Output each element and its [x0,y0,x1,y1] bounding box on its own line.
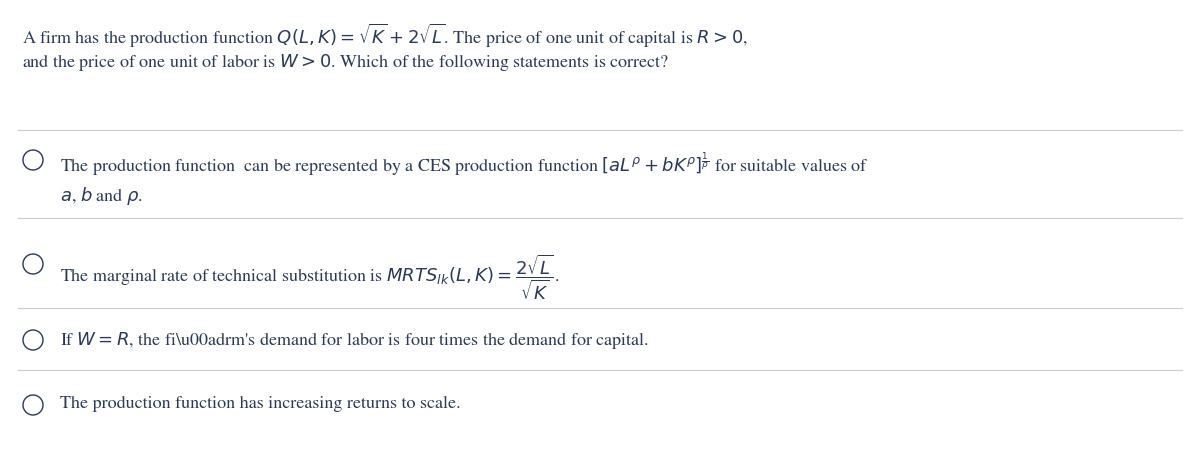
Text: and the price of one unit of labor is $W > 0$. Which of the following statements: and the price of one unit of labor is $W… [22,52,670,73]
Text: $a$, $b$ and $\rho$.: $a$, $b$ and $\rho$. [60,185,143,207]
Text: The marginal rate of technical substitution is $MRTS_{lk}(L, K) = \dfrac{2\sqrt{: The marginal rate of technical substitut… [60,252,559,302]
Text: If $W = R$, the fi\u00adrm's demand for labor is four times the demand for capit: If $W = R$, the fi\u00adrm's demand for … [60,330,649,351]
Text: The production function has increasing returns to scale.: The production function has increasing r… [60,396,461,412]
Text: A firm has the production function $Q(L, K) = \sqrt{K} + 2\sqrt{L}$. The price o: A firm has the production function $Q(L,… [22,22,748,50]
Text: The production function  can be represented by a CES production function $\left[: The production function can be represent… [60,150,869,178]
